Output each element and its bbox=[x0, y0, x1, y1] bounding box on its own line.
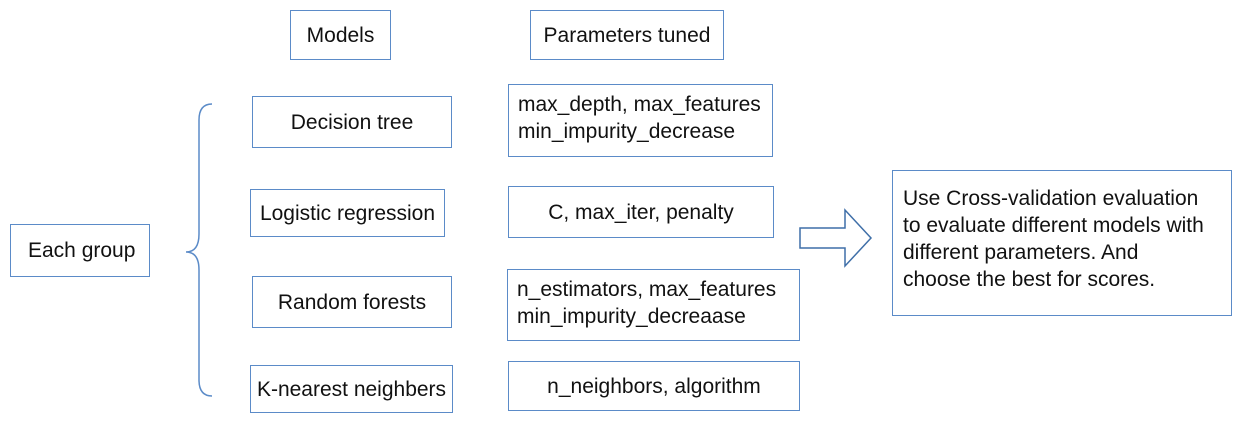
parameters-header: Parameters tuned bbox=[530, 10, 724, 60]
params-line: min_impurity_decreaase bbox=[517, 305, 746, 328]
each-group-box: Each group bbox=[10, 224, 150, 277]
params-logistic-regression: C, max_iter, penalty bbox=[508, 186, 774, 238]
model-random-forests: Random forests bbox=[252, 276, 452, 328]
conclusion-line: different parameters. And bbox=[903, 241, 1139, 264]
conclusion-box: Use Cross-validation evaluation to evalu… bbox=[892, 170, 1232, 316]
models-header: Models bbox=[290, 10, 391, 60]
params-random-forests: n_estimators, max_features min_impurity_… bbox=[507, 269, 800, 341]
conclusion-line: to evaluate different models with bbox=[903, 214, 1204, 237]
params-line: max_depth, max_features bbox=[518, 93, 761, 116]
conclusion-line: choose the best for scores. bbox=[903, 268, 1156, 291]
model-decision-tree: Decision tree bbox=[252, 96, 452, 148]
params-decision-tree: max_depth, max_features min_impurity_dec… bbox=[508, 84, 773, 157]
model-k-nearest-neighbors: K-nearest neighbers bbox=[250, 365, 453, 413]
params-line: n_estimators, max_features bbox=[517, 278, 777, 301]
params-line: min_impurity_decrease bbox=[518, 120, 736, 143]
group-brace bbox=[185, 103, 213, 397]
conclusion-line: Use Cross-validation evaluation bbox=[903, 187, 1199, 210]
model-logistic-regression: Logistic regression bbox=[250, 189, 445, 237]
right-arrow-icon bbox=[799, 208, 873, 268]
params-k-nearest-neighbors: n_neighbors, algorithm bbox=[508, 361, 800, 411]
